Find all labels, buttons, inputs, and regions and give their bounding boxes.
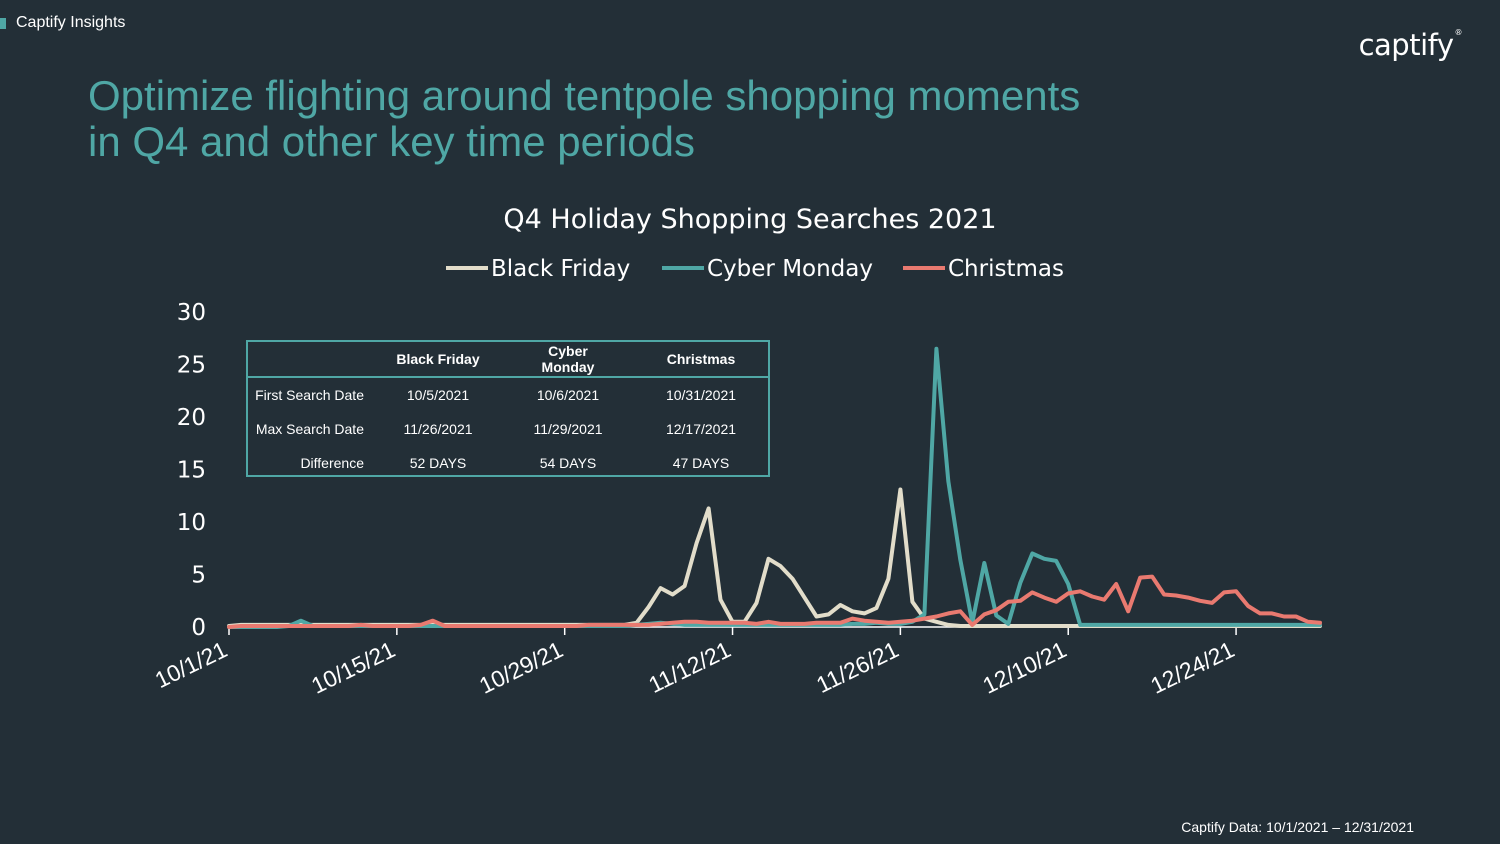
page-title-line-2: in Q4 and other key time periods — [88, 118, 695, 165]
y-tick-label: 10 — [177, 510, 206, 536]
x-tick-label: 11/12/21 — [644, 636, 734, 698]
y-tick-label: 20 — [177, 405, 206, 431]
data-source-note: Captify Data: 10/1/2021 – 12/31/2021 — [1181, 819, 1414, 835]
table-cell: 12/17/2021 — [665, 421, 737, 437]
y-axis: 0 5 10 15 20 25 30 — [177, 300, 206, 641]
table-header-empty — [248, 342, 374, 378]
x-tick-label: 12/10/21 — [979, 636, 1071, 699]
series-lines — [227, 346, 1322, 629]
table-cell: 10/5/2021 — [406, 387, 470, 403]
row-label-difference: Difference — [300, 455, 364, 471]
table-cell: 47 DAYS — [672, 455, 730, 471]
table-cell: 54 DAYS — [539, 455, 597, 471]
chart-legend: Black Friday Cyber Monday Christmas — [446, 256, 1064, 282]
section-tag-label: Captify Insights — [16, 14, 126, 31]
x-tick-label: 11/26/21 — [812, 636, 902, 698]
chart-title: Q4 Holiday Shopping Searches 2021 — [503, 204, 996, 235]
captify-logo: captify® — [1358, 28, 1463, 62]
x-tick-label: 10/1/21 — [151, 636, 231, 693]
table-row: Max Search Date 11/26/2021 11/29/2021 12… — [248, 412, 768, 446]
table-cell: 10/6/2021 — [536, 387, 600, 403]
x-tick-label: 10/15/21 — [307, 636, 399, 699]
y-tick-label: 25 — [177, 353, 206, 379]
x-axis: 10/1/21 10/15/21 10/29/21 11/12/21 11/26/21 1… — [151, 626, 1320, 699]
y-tick-label: 30 — [177, 300, 206, 326]
series-line-black-friday — [227, 487, 1322, 628]
tag-marker — [0, 17, 6, 29]
logo-registered-mark: ® — [1454, 28, 1463, 37]
table-row: First Search Date 10/5/2021 10/6/2021 10… — [248, 377, 768, 412]
table-row: Difference 52 DAYS 54 DAYS 47 DAYS — [248, 446, 768, 480]
table-header-cyber-monday: Cyber Monday — [502, 342, 634, 378]
row-label-max-search: Max Search Date — [255, 421, 364, 437]
page-title: Optimize flighting around tentpole shopp… — [88, 73, 1208, 165]
x-tick-label: 12/24/21 — [1146, 636, 1238, 699]
y-tick-label: 5 — [191, 563, 206, 589]
y-tick-label: 15 — [177, 458, 206, 484]
search-dates-table: Black Friday Cyber Monday Christmas Firs… — [246, 340, 770, 477]
table-cell: 11/26/2021 — [403, 421, 473, 437]
table-cell: 11/29/2021 — [533, 421, 603, 437]
series-line-christmas — [227, 574, 1322, 629]
row-label-first-search: First Search Date — [255, 387, 364, 403]
table-header-christmas: Christmas — [634, 342, 768, 378]
section-tag: Captify Insights — [0, 14, 125, 32]
logo-wordmark: captify — [1358, 28, 1454, 62]
page-title-line-1: Optimize flighting around tentpole shopp… — [88, 72, 1081, 119]
table-cell: 10/31/2021 — [665, 387, 737, 403]
table-cell: 52 DAYS — [409, 455, 467, 471]
legend-label: Cyber Monday — [707, 256, 873, 282]
table-header-black-friday: Black Friday — [374, 342, 502, 378]
legend-label: Christmas — [948, 256, 1064, 282]
legend-label: Black Friday — [491, 256, 630, 282]
x-tick-label: 10/29/21 — [475, 636, 567, 699]
y-tick-label: 0 — [191, 615, 206, 641]
